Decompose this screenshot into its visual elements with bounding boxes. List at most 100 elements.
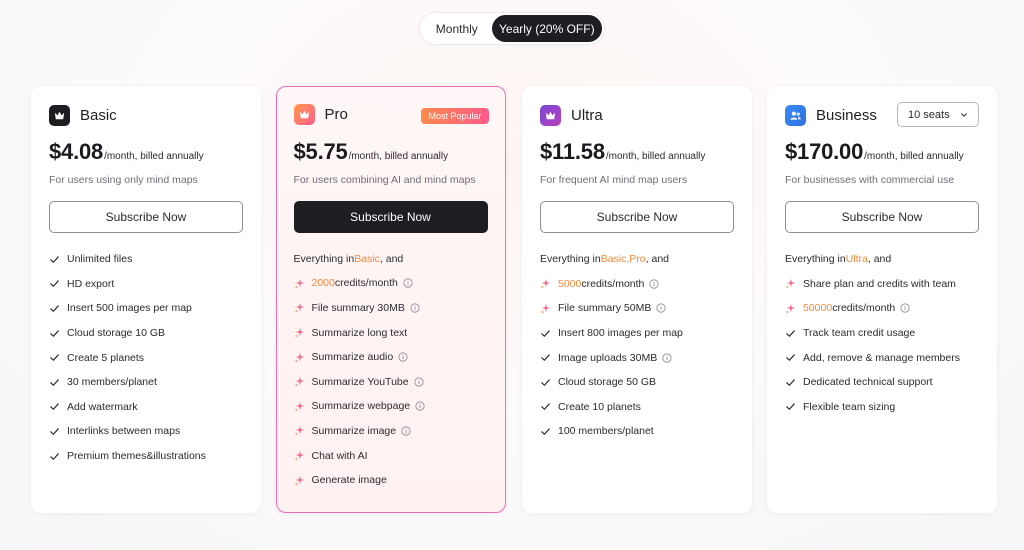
plan-price-period: /month, billed annually — [104, 151, 204, 162]
sparkle-icon — [294, 425, 305, 436]
subscribe-pro-button[interactable]: Subscribe Now — [293, 200, 488, 233]
info-icon[interactable] — [662, 353, 672, 363]
info-icon[interactable] — [401, 426, 411, 436]
sparkle-icon — [294, 327, 305, 338]
team-icon — [785, 104, 806, 126]
check-icon — [540, 377, 551, 388]
plan-card-ultra: Ultra $11.58 /month, billed annually For… — [522, 86, 752, 513]
list-item: Cloud storage 10 GB — [49, 321, 243, 346]
list-item: 100 members/planet — [540, 419, 734, 444]
subscribe-ultra-button[interactable]: Subscribe Now — [540, 201, 734, 233]
plan-price: $11.58 — [540, 139, 605, 164]
plan-card-business: Business 10 seats $170.00 /month, billed… — [767, 86, 997, 513]
plan-price-period: /month, billed annually — [348, 150, 449, 162]
check-icon — [49, 278, 60, 289]
billing-toggle: Monthly Yearly (20% OFF) — [419, 12, 605, 45]
list-item: Summarize image — [294, 419, 489, 444]
info-icon[interactable] — [900, 303, 910, 313]
check-icon — [49, 401, 60, 412]
check-icon — [540, 328, 551, 339]
plan-card-pro: Pro Most Popular $5.75 /month, billed an… — [276, 86, 506, 513]
sparkle-icon — [294, 376, 305, 387]
list-item: File summary 30MB — [294, 296, 489, 321]
info-icon[interactable] — [649, 279, 659, 289]
list-item: 30 members/planet — [49, 370, 243, 395]
plan-name: Pro — [324, 106, 348, 123]
list-item: Chat with AI — [294, 443, 489, 468]
most-popular-badge: Most Popular — [421, 107, 489, 124]
list-item: Add, remove & manage members — [785, 345, 979, 370]
list-item: Insert 800 images per map — [540, 321, 734, 346]
billing-yearly-option[interactable]: Yearly (20% OFF) — [491, 15, 602, 42]
info-icon[interactable] — [656, 303, 666, 313]
check-icon — [785, 352, 796, 363]
sparkle-icon — [540, 278, 551, 289]
sparkle-icon — [540, 303, 551, 314]
plan-name: Business — [816, 106, 877, 124]
info-icon[interactable] — [414, 377, 424, 387]
plan-price: $5.75 — [293, 138, 348, 164]
plan-description: For users combining AI and mind maps — [293, 173, 476, 186]
plan-name: Basic — [80, 106, 117, 124]
list-item: 5000 credits/month — [540, 272, 734, 297]
check-icon — [785, 377, 796, 388]
subscribe-business-button[interactable]: Subscribe Now — [785, 201, 979, 233]
plan-price: $170.00 — [785, 139, 864, 164]
feature-list: Everything in Basic,Pro, and 5000 credit… — [540, 247, 734, 444]
list-item: Insert 500 images per map — [49, 296, 243, 321]
plan-price-period: /month, billed annually — [864, 151, 964, 162]
list-item: File summary 50MB — [540, 296, 734, 321]
everything-in-line: Everything in Basic, and — [293, 252, 404, 265]
list-item: Generate image — [294, 468, 489, 493]
check-icon — [49, 451, 60, 462]
crown-icon — [293, 104, 315, 125]
check-icon — [49, 426, 60, 437]
everything-in-line: Everything in Basic,Pro, and — [540, 253, 669, 266]
check-icon — [540, 352, 551, 363]
seats-select[interactable]: 10 seats — [897, 102, 979, 127]
check-icon — [49, 352, 60, 363]
plan-description: For businesses with commercial use — [785, 174, 955, 186]
info-icon[interactable] — [410, 303, 420, 313]
sparkle-icon — [294, 450, 305, 461]
list-item: 50000 credits/month — [785, 296, 979, 321]
check-icon — [49, 328, 60, 339]
feature-list: Unlimited files HD export Insert 500 ima… — [49, 247, 243, 468]
plan-description: For users using only mind maps — [49, 174, 198, 186]
list-item: Summarize audio — [294, 345, 489, 370]
list-item: Interlinks between maps — [49, 419, 243, 444]
sparkle-icon — [785, 278, 796, 289]
list-item: Track team credit usage — [785, 321, 979, 346]
list-item: Summarize YouTube — [294, 369, 489, 394]
list-item: Summarize webpage — [294, 394, 489, 419]
sparkle-icon — [785, 303, 796, 314]
sparkle-icon — [294, 352, 305, 363]
subscribe-basic-button[interactable]: Subscribe Now — [49, 201, 243, 233]
plan-card-basic: Basic $4.08 /month, billed annually For … — [31, 86, 261, 513]
sparkle-icon — [294, 278, 305, 289]
plan-description: For frequent AI mind map users — [540, 174, 688, 186]
feature-list: Everything in Basic, and 2000 credits/mo… — [294, 247, 489, 493]
sparkle-icon — [294, 401, 305, 412]
info-icon[interactable] — [398, 352, 408, 362]
billing-monthly-option[interactable]: Monthly — [435, 21, 478, 36]
list-item: Create 10 planets — [540, 395, 734, 420]
feature-list: Everything in Ultra, and Share plan and … — [785, 247, 979, 419]
list-item: Cloud storage 50 GB — [540, 370, 734, 395]
check-icon — [785, 328, 796, 339]
list-item: 2000 credits/month — [294, 271, 489, 296]
info-icon[interactable] — [415, 401, 425, 411]
check-icon — [49, 377, 60, 388]
crown-icon — [540, 104, 561, 126]
check-icon — [540, 401, 551, 412]
check-icon — [785, 401, 796, 412]
list-item: Premium themes&illustrations — [49, 444, 243, 469]
plan-price: $4.08 — [49, 139, 104, 164]
list-item: Image uploads 30MB — [540, 345, 734, 370]
info-icon[interactable] — [403, 278, 413, 288]
plan-name: Ultra — [571, 106, 603, 124]
chevron-down-icon — [961, 112, 967, 117]
list-item: Unlimited files — [49, 247, 243, 272]
list-item: Share plan and credits with team — [785, 272, 979, 297]
sparkle-icon — [294, 475, 305, 486]
